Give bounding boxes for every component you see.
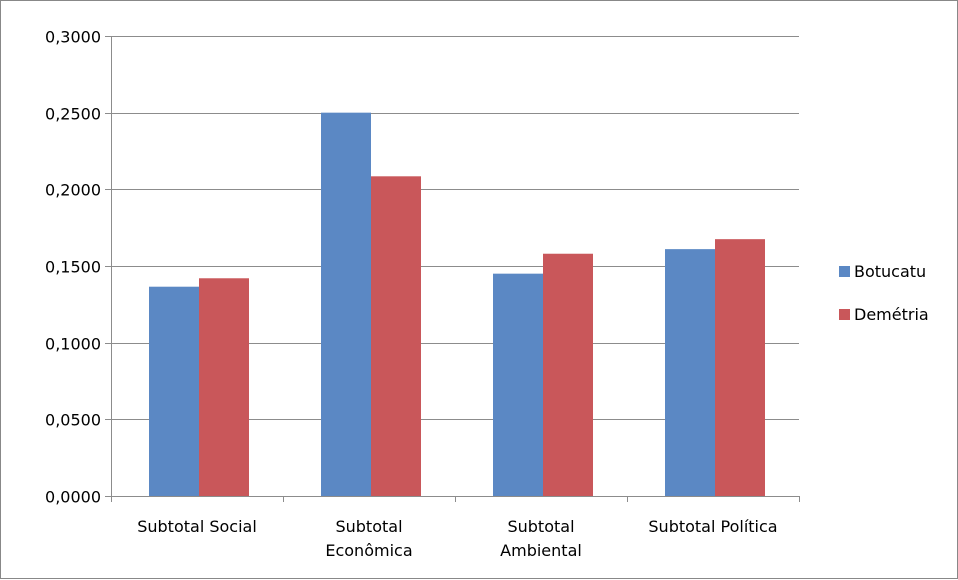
x-category-label: Ambiental <box>500 541 582 560</box>
bar-demtria-1 <box>371 176 421 497</box>
y-tick-label: 0,2000 <box>45 181 101 200</box>
bar-demtria-0 <box>199 278 249 496</box>
bar-botucatu-2 <box>493 273 543 496</box>
x-category-label: Econômica <box>325 541 412 560</box>
y-tick-label: 0,2500 <box>45 105 101 124</box>
x-category-label: Subtotal Política <box>648 517 777 536</box>
y-tick-label: 0,1500 <box>45 258 101 277</box>
x-category-label: Subtotal <box>335 517 402 536</box>
bar-demtria-2 <box>543 253 593 496</box>
y-tick-label: 0,0000 <box>45 488 101 507</box>
y-tick-label: 0,0500 <box>45 411 101 430</box>
legend-label: Botucatu <box>854 262 926 281</box>
bar-botucatu-1 <box>321 112 371 497</box>
bar-botucatu-0 <box>149 286 199 496</box>
x-category-label: Subtotal <box>507 517 574 536</box>
y-tick-label: 0,1000 <box>45 335 101 354</box>
legend-label: Demétria <box>854 305 929 324</box>
legend-swatch <box>839 266 850 277</box>
bar-demtria-3 <box>715 239 765 496</box>
x-category-label: Subtotal Social <box>137 517 257 536</box>
legend-swatch <box>839 309 850 320</box>
bar-botucatu-3 <box>665 249 715 496</box>
y-tick-label: 0,3000 <box>45 28 101 47</box>
